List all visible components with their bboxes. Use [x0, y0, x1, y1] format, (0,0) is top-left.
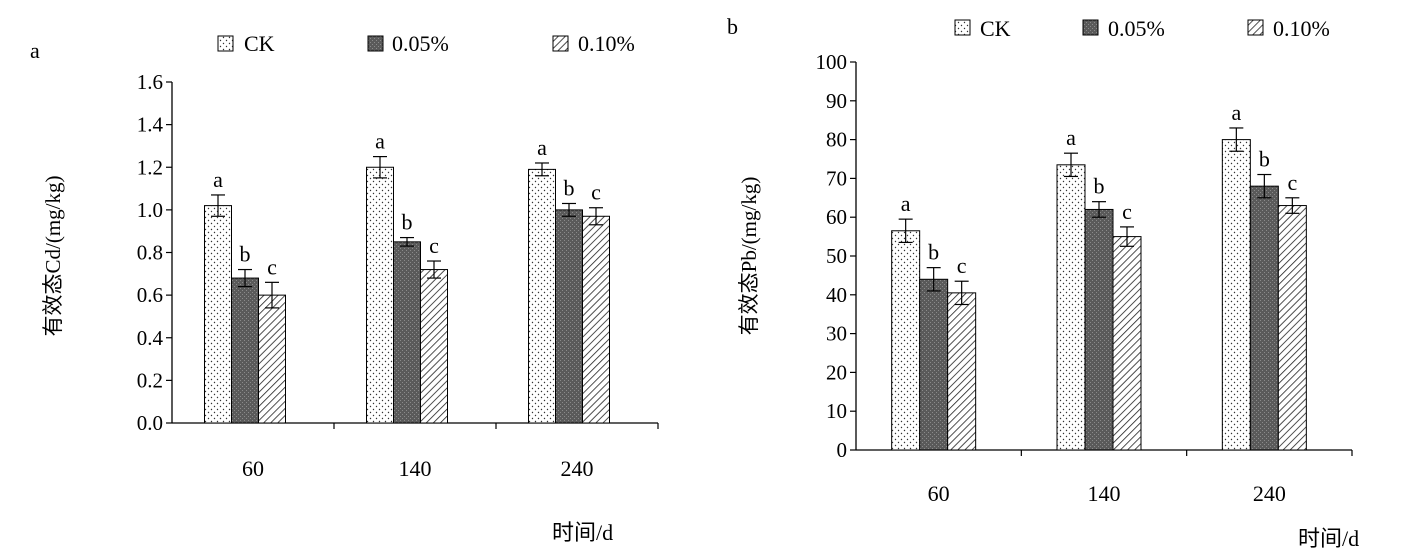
chart-panel-b: b CK 0.05% 0.10% 有效态Pb/(mg/kg) 时间/d 0 10 2…: [727, 14, 1359, 551]
legend-swatch-010-b: [1247, 19, 1264, 36]
significance-label: a: [901, 191, 911, 216]
bar-hatch-240-a: [582, 215, 610, 424]
bar-dots-240-b: [1221, 139, 1251, 451]
x-tick-label: 60: [928, 481, 950, 506]
significance-label: b: [402, 210, 413, 235]
bar-dots-140-b: [1056, 164, 1086, 451]
x-axis-title-a: 时间/d: [552, 520, 613, 545]
significance-label: a: [375, 129, 385, 154]
significance-label: b: [1259, 147, 1270, 172]
y-tick-label: 90: [826, 89, 847, 113]
significance-label: c: [591, 180, 601, 205]
y-tick-label: 1.4: [137, 113, 164, 137]
legend-label-ck-b: CK: [980, 16, 1011, 41]
bar-dark-60-a: [231, 277, 259, 424]
legend-label-010-a: 0.10%: [578, 31, 635, 56]
y-tick-label: 100: [816, 50, 848, 74]
y-tick-label: 0.8: [137, 241, 163, 265]
bar-hatch-60-b: [947, 292, 977, 451]
x-tick-label: 240: [561, 456, 594, 481]
y-tick-label: 1.0: [137, 198, 163, 222]
significance-label: a: [1066, 125, 1076, 150]
significance-label: b: [240, 242, 251, 267]
bar-dots-240-a: [528, 168, 556, 424]
y-tick-label: 1.6: [137, 70, 163, 94]
bar-hatch-140-b: [1112, 236, 1142, 451]
legend-a: CK 0.05% 0.10%: [217, 31, 635, 56]
x-tick-label: 140: [399, 456, 432, 481]
y-tick-label: 80: [826, 128, 847, 152]
bar-dark-140-a: [393, 241, 421, 424]
bar-dark-240-b: [1249, 185, 1279, 451]
chart-panel-a: a CK 0.05% 0.10% 有效态Cd/(mg/kg) 时间/d 0.0 0…: [30, 31, 659, 545]
x-tick-label: 60: [242, 456, 264, 481]
legend-label-010-b: 0.10%: [1273, 16, 1330, 41]
y-tick-label: 0.2: [137, 368, 163, 392]
y-tick-label: 0.4: [137, 326, 164, 350]
x-axis-title-b: 时间/d: [1298, 526, 1359, 551]
bar-dots-140-a: [366, 166, 394, 424]
bar-dots-60-a: [204, 205, 232, 424]
bar-dark-140-b: [1084, 208, 1114, 451]
y-tick-label: 30: [826, 322, 847, 346]
y-tick-label: 1.2: [137, 155, 163, 179]
bar-dots-60-b: [891, 230, 921, 451]
plot-area-a: 0.00.20.40.60.81.01.21.41.660abc140abc24…: [137, 70, 659, 481]
legend-b: CK 0.05% 0.10%: [954, 16, 1330, 41]
y-tick-label: 0.6: [137, 283, 163, 307]
y-axis-title-a: 有效态Cd/(mg/kg): [41, 175, 65, 336]
y-tick-label: 0.0: [137, 411, 163, 435]
legend-label-005-b: 0.05%: [1108, 16, 1165, 41]
bar-dark-240-a: [555, 209, 583, 424]
panel-label-a: a: [30, 38, 40, 63]
y-tick-label: 50: [826, 244, 847, 268]
significance-label: c: [267, 254, 277, 279]
legend-swatch-005-a: [367, 35, 384, 52]
significance-label: a: [1231, 100, 1241, 125]
y-tick-label: 10: [826, 399, 847, 423]
legend-swatch-010-a: [552, 35, 569, 52]
y-tick-label: 0: [837, 438, 848, 462]
legend-label-ck-a: CK: [244, 31, 275, 56]
significance-label: a: [537, 135, 547, 160]
bar-hatch-240-b: [1277, 205, 1307, 451]
significance-label: b: [928, 240, 939, 265]
significance-label: c: [1122, 199, 1132, 224]
significance-label: b: [564, 175, 575, 200]
x-tick-label: 140: [1088, 481, 1121, 506]
significance-label: c: [957, 253, 967, 278]
bar-hatch-60-a: [258, 294, 286, 424]
y-tick-label: 70: [826, 166, 847, 190]
y-tick-label: 20: [826, 360, 847, 384]
legend-swatch-005-b: [1082, 19, 1099, 36]
significance-label: c: [1287, 170, 1297, 195]
x-tick-label: 240: [1253, 481, 1286, 506]
legend-swatch-ck-a: [217, 35, 234, 52]
bar-dark-60-b: [919, 278, 949, 451]
significance-label: c: [429, 233, 439, 258]
significance-label: b: [1094, 174, 1105, 199]
bar-hatch-140-a: [420, 269, 448, 424]
y-tick-label: 60: [826, 205, 847, 229]
y-tick-label: 40: [826, 283, 847, 307]
legend-label-005-a: 0.05%: [392, 31, 449, 56]
y-axis-title-b: 有效态Pb/(mg/kg): [737, 177, 761, 336]
significance-label: a: [213, 167, 223, 192]
panel-label-b: b: [727, 14, 738, 39]
legend-swatch-ck-b: [954, 19, 971, 36]
